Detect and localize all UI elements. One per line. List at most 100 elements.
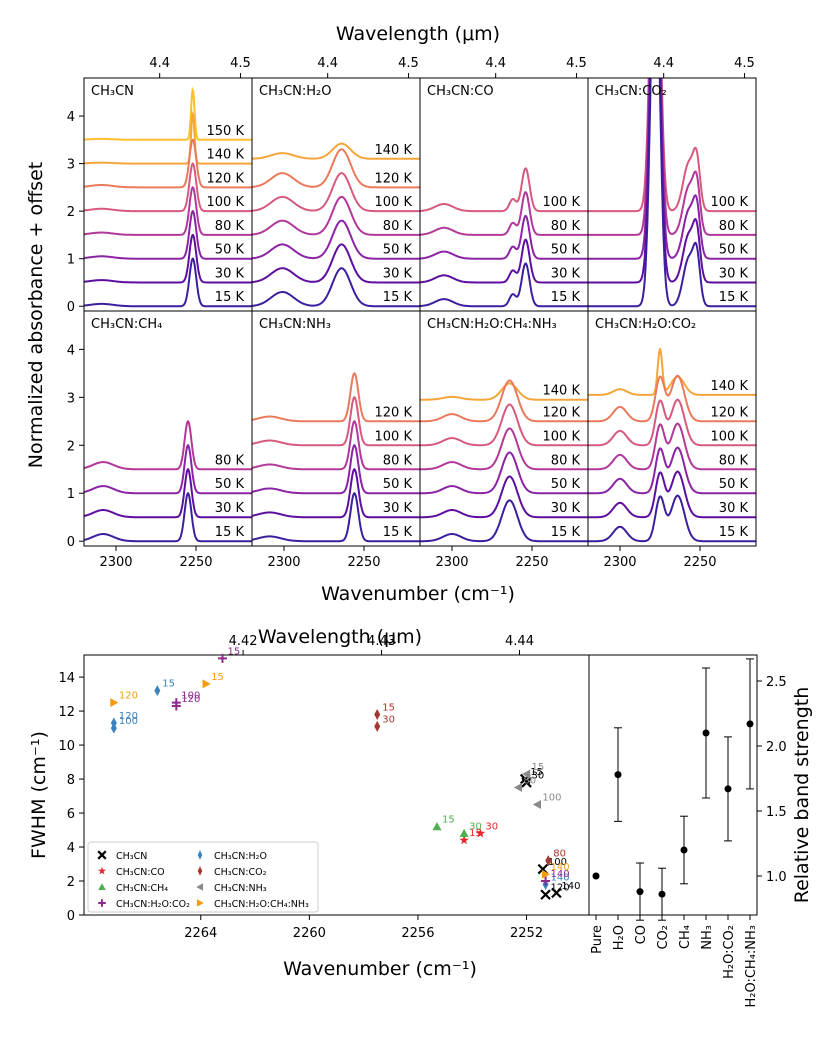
temperature-label: 30 K xyxy=(215,266,245,281)
point-label: 140 xyxy=(551,862,570,873)
temperature-label: 80 K xyxy=(719,219,749,234)
spectrum-line-15K xyxy=(420,262,588,308)
spectrum-line-50K xyxy=(588,446,756,495)
x-marker xyxy=(521,777,532,788)
star-marker xyxy=(97,866,107,875)
point-label: 100 xyxy=(181,691,200,702)
top-tick-label: 4.43 xyxy=(367,634,396,649)
spectrum-line-140K xyxy=(84,110,252,165)
y-tick-label: 2.5 xyxy=(766,675,787,690)
legend-box xyxy=(87,841,319,913)
spectrum-line-30K xyxy=(588,78,756,284)
legend: CH₃CN CH₃CN:H₂O CH₃CN:CO CH₃CN:CO₂ CH₃CN:CH₄… xyxy=(87,841,319,913)
band-point xyxy=(636,888,644,896)
y-tick-label: 3 xyxy=(67,158,75,173)
point-label: 15 xyxy=(442,815,455,826)
triangle-up-marker xyxy=(98,883,106,891)
temperature-label: 50 K xyxy=(215,243,245,258)
top-tick-label: 4.44 xyxy=(505,634,534,649)
temperature-label: 15 K xyxy=(215,290,245,305)
top-tick-label: 4.4 xyxy=(317,56,338,71)
spectrum-line-120K xyxy=(588,374,756,423)
x-tick-label: 2260 xyxy=(293,926,326,941)
top-tick-label: 4.5 xyxy=(566,56,587,71)
spectrum-panel: 140 K 120 K 100 K 80 K 50 K 30 K 15 K CH₃CN:H₂O… xyxy=(587,310,757,570)
spectrum-line-80K xyxy=(84,420,252,471)
temperature-label: 30 K xyxy=(215,501,245,516)
temperature-label: 50 K xyxy=(551,243,581,258)
spectrum-line-140K xyxy=(588,347,756,396)
temperature-label: 100 K xyxy=(711,429,749,444)
spectrum-line-50K xyxy=(84,443,252,495)
top-tick-label: 4.42 xyxy=(229,634,258,649)
temperature-label: 120 K xyxy=(207,171,245,186)
y-tick-label: 1 xyxy=(67,253,75,268)
point-label: 100 xyxy=(119,716,138,727)
category-label: CO xyxy=(634,925,649,944)
triangle-right-marker xyxy=(202,679,211,689)
category-label: H₂O xyxy=(612,925,627,950)
category-label: H₂O:CO₂ xyxy=(722,925,737,979)
legend-label: CH₃CN:H₂O xyxy=(214,851,267,862)
spectrum-line-100K xyxy=(84,162,252,213)
y-tick-label: 10 xyxy=(58,739,75,754)
x-tick-label: 2250 xyxy=(683,555,716,570)
triangle-right-marker xyxy=(110,698,119,708)
legend-label: CH₃CN:CO xyxy=(116,867,165,878)
y-tick-label: 4 xyxy=(67,343,75,358)
x-tick-label: 2300 xyxy=(267,555,300,570)
temperature-label: 30 K xyxy=(551,501,581,516)
spectrum-line-30K xyxy=(252,243,420,284)
spectrum-line-120K xyxy=(420,379,588,423)
temperature-label: 100 K xyxy=(375,195,413,210)
y-tick-label: 2 xyxy=(67,875,75,890)
spectrum-line-15K xyxy=(252,267,420,308)
spectrum-line-80K xyxy=(420,191,588,236)
temperature-label: 50 K xyxy=(215,477,245,492)
spectrum-line-50K xyxy=(252,444,420,495)
spectrum-line-15K xyxy=(252,492,420,543)
fwhm-top-label: Wavelength (μm) xyxy=(258,626,422,648)
band-point xyxy=(702,729,710,737)
y-tick-label: 4 xyxy=(67,841,75,856)
temperature-label: 15 K xyxy=(719,290,749,305)
spectrum-line-50K xyxy=(84,209,252,260)
temperature-label: 15 K xyxy=(551,290,581,305)
diamond-marker xyxy=(197,850,203,860)
category-label: NH₃ xyxy=(700,925,715,950)
temperature-label: 80 K xyxy=(551,453,581,468)
point-label: 30 xyxy=(532,770,545,781)
band-point xyxy=(592,872,600,880)
y-tick-label: 1.5 xyxy=(766,805,787,820)
x-tick-label: 2264 xyxy=(184,926,217,941)
diamond-marker xyxy=(545,855,552,867)
top-ylabel: Normalized absorbance + offset xyxy=(25,162,47,468)
plus-marker xyxy=(217,653,227,663)
y-tick-label: 0 xyxy=(67,535,75,550)
x-tick-label: 2250 xyxy=(515,555,548,570)
spectrum-panel: 140 K 120 K 100 K 80 K 50 K 30 K 15 K CH₃CN:H₂O xyxy=(251,77,421,312)
x-tick-label: 2250 xyxy=(179,555,212,570)
plus-marker xyxy=(541,876,551,886)
spectrum-panel: 120 K 100 K 80 K 50 K 30 K 15 K CH₃CN:NH₃ 2300 2… xyxy=(251,310,421,570)
spectrum-line-100K xyxy=(420,167,588,213)
panel-title: CH₃CN:H₂O:CO₂ xyxy=(595,317,696,332)
diamond-marker xyxy=(374,708,381,720)
panel-title: CH₃CN:CO₂ xyxy=(595,84,667,99)
band-point xyxy=(658,890,666,898)
temperature-label: 15 K xyxy=(215,525,245,540)
spectrum-line-120K xyxy=(252,372,420,423)
spectrum-panel: 80 K 50 K 30 K 15 K CH₃CN:CH₄ 0 1 2 3 4 2300 2250 xyxy=(67,310,253,570)
panel-title: CH₃CN:CO xyxy=(427,84,494,99)
point-label: 15 xyxy=(162,679,175,690)
y-tick-label: 1.0 xyxy=(766,870,787,885)
temperature-label: 80 K xyxy=(383,453,413,468)
temperature-label: 100 K xyxy=(711,195,749,210)
temperature-label: 50 K xyxy=(719,477,749,492)
point-label: 100 xyxy=(548,857,567,868)
panel-title: CH₃CN xyxy=(91,84,134,99)
x-marker xyxy=(540,889,551,900)
temperature-label: 100 K xyxy=(207,195,245,210)
temperature-label: 15 K xyxy=(551,525,581,540)
